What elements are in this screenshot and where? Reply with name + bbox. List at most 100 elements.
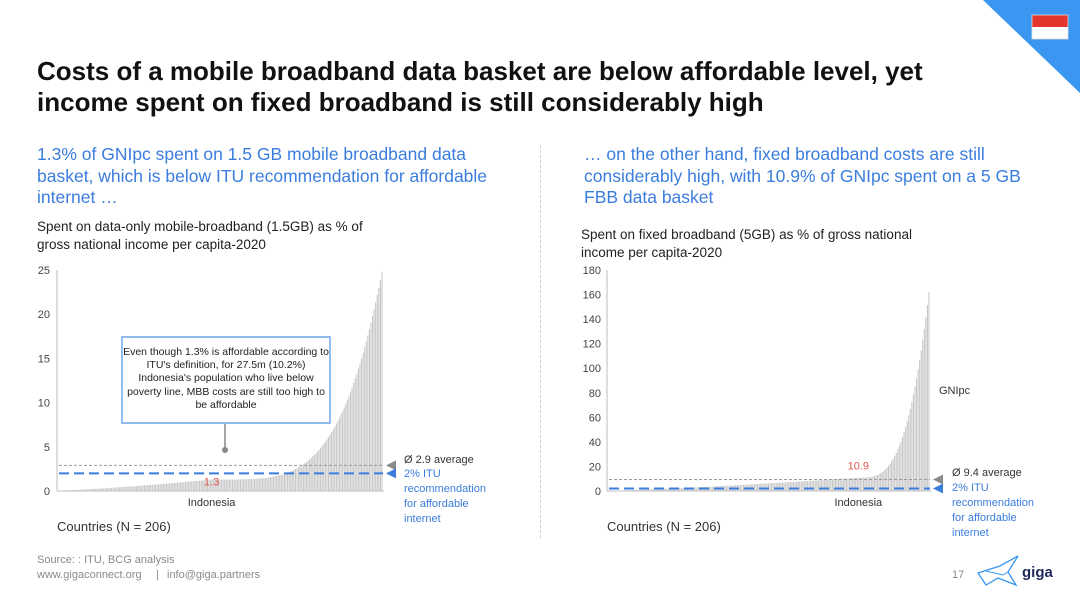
right-bar: [739, 485, 741, 491]
left-bar: [88, 489, 90, 491]
page-title: Costs of a mobile broadband data basket …: [37, 56, 923, 117]
right-bar: [881, 472, 883, 491]
left-bar: [276, 475, 278, 491]
right-bar: [842, 478, 844, 491]
left-bar: [329, 434, 331, 491]
left-bar: [315, 453, 317, 491]
right-bar: [915, 378, 918, 491]
right-bar: [778, 482, 780, 491]
left-y-tick-label: 10: [38, 398, 50, 410]
left-bar: [279, 475, 281, 491]
left-bar: [277, 475, 279, 491]
right-itu-label-1: 2% ITU: [952, 482, 989, 494]
left-bar: [151, 484, 153, 491]
right-bar: [919, 360, 921, 491]
left-average-label: Ø 2.9 average: [404, 454, 474, 466]
right-bar: [708, 486, 710, 491]
right-bar: [651, 489, 653, 491]
left-y-tick-label: 0: [44, 486, 50, 498]
left-bars: [59, 271, 383, 491]
left-bar: [301, 465, 303, 491]
left-average-marker-icon: [386, 460, 396, 471]
panel-divider: [540, 145, 541, 538]
left-bar: [175, 482, 177, 491]
right-bar: [814, 480, 816, 491]
left-chart-title: Spent on data-only mobile-broadband (1.5…: [37, 219, 363, 252]
left-bar: [148, 485, 150, 491]
right-bar: [761, 483, 763, 491]
source-note: Source: : ITU, BCG analysis: [37, 554, 175, 566]
right-bar: [657, 489, 659, 491]
left-bar: [294, 469, 297, 491]
right-bar: [908, 415, 910, 491]
left-bar: [162, 483, 164, 491]
right-y-tick-label: 160: [583, 290, 601, 302]
left-bar: [134, 486, 136, 491]
left-bar: [368, 329, 370, 491]
right-bar: [912, 394, 914, 491]
left-bar: [263, 478, 265, 491]
right-bar: [655, 489, 657, 491]
left-bar: [312, 456, 314, 491]
right-y-ticks: 0 20 40 60 80 100 120 140 160 180: [583, 265, 601, 498]
right-bar: [697, 487, 699, 491]
right-bar: [855, 477, 857, 491]
left-bar: [283, 473, 286, 491]
left-bar: [224, 479, 226, 491]
right-bar: [652, 489, 654, 491]
left-bar: [112, 487, 114, 491]
footer-url-link[interactable]: www.gigaconnect.org: [37, 569, 142, 581]
right-bar: [909, 408, 911, 491]
left-bar: [282, 474, 284, 491]
right-bar: [713, 486, 715, 491]
right-bar: [863, 477, 865, 491]
right-bar: [672, 488, 674, 491]
right-bar: [810, 480, 812, 491]
left-y-tick-label: 25: [38, 265, 50, 277]
giga-logo-text: giga: [1022, 564, 1053, 581]
right-bar: [616, 490, 618, 491]
left-bar: [117, 487, 119, 491]
right-bar: [861, 477, 863, 491]
left-indonesia-label: Indonesia: [188, 497, 237, 509]
right-bar: [877, 474, 879, 491]
right-bar: [817, 480, 819, 491]
left-bar: [362, 352, 364, 491]
right-bar: [640, 489, 642, 491]
right-bar: [894, 455, 896, 491]
left-bar: [176, 482, 179, 491]
left-bar: [165, 483, 168, 491]
right-itu-marker-icon: [933, 483, 943, 494]
right-countries-label: Countries (N = 206): [607, 519, 721, 534]
left-bar: [87, 489, 89, 491]
left-bar: [376, 294, 378, 491]
gnipc-label: GNIpc: [939, 385, 971, 397]
left-bar: [293, 469, 295, 491]
right-y-tick-label: 100: [583, 363, 601, 375]
right-bar: [774, 483, 776, 491]
right-bar: [724, 485, 726, 491]
left-bar: [356, 373, 358, 491]
callout-text: Even though 1.3% is affordable according…: [123, 346, 329, 411]
left-bar: [192, 481, 194, 491]
left-bar: [228, 479, 230, 491]
left-bar: [266, 477, 268, 491]
right-bar: [806, 480, 808, 491]
right-bar: [679, 488, 681, 491]
right-bars: [609, 292, 930, 491]
right-bar: [677, 488, 679, 491]
right-bar: [858, 477, 860, 491]
right-bar: [827, 479, 829, 491]
left-bar: [291, 470, 293, 491]
left-bar: [221, 479, 223, 491]
footer-email-link[interactable]: info@giga.partners: [167, 569, 261, 581]
left-bar: [205, 480, 207, 491]
left-bar: [316, 451, 319, 491]
right-bar: [646, 489, 648, 491]
right-bar: [621, 490, 623, 491]
right-bar: [624, 490, 626, 491]
left-countries-label: Countries (N = 206): [57, 519, 171, 534]
left-bar: [285, 473, 287, 491]
left-itu-label-2: recommendation: [404, 483, 486, 495]
